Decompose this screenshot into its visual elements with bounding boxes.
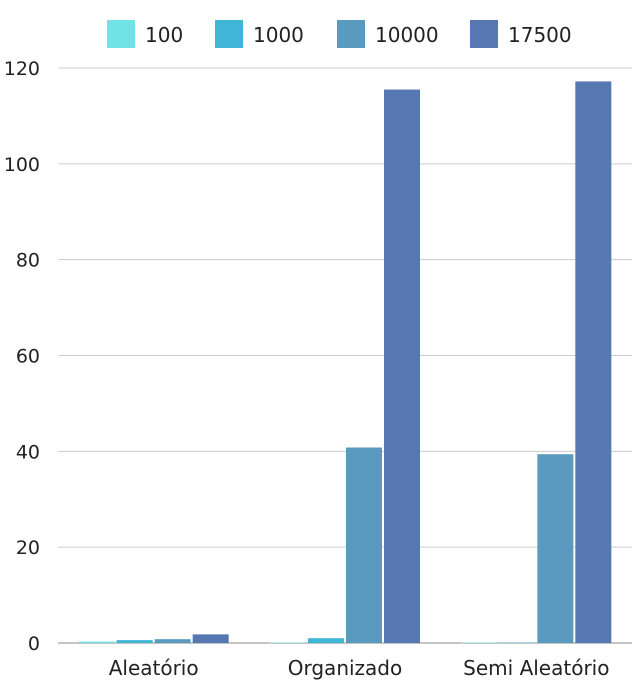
y-tick-label: 40 [16,441,40,463]
bar-10000-0 [154,639,191,643]
x-tick-label: Organizado [288,656,402,680]
bar-100-0 [78,641,115,643]
grid [58,67,632,644]
y-tick-label: 60 [16,346,40,368]
y-tick-label: 120 [4,58,40,80]
bar-17500-1 [384,89,420,643]
y-tick-label: 0 [28,633,40,655]
legend-label: 100 [145,23,183,47]
bar-1000-0 [116,640,153,643]
legend-label: 17500 [508,23,572,47]
x-axis: Aleatório Organizado Semi Aleatório [109,656,610,680]
legend-swatch [107,20,135,48]
legend: 100 1000 10000 17500 [107,20,572,48]
legend-label: 10000 [375,23,439,47]
legend-swatch [215,20,243,48]
bar-1000-1 [308,638,344,643]
y-tick-label: 100 [4,154,40,176]
legend-swatch [337,20,365,48]
y-tick-label: 20 [16,537,40,559]
legend-label: 1000 [253,23,304,47]
legend-swatch [470,20,498,48]
bar-10000-2 [537,454,574,643]
bar-10000-1 [346,447,382,643]
bar-17500-0 [192,634,229,643]
y-axis: 0 20 40 60 80 100 120 [4,58,40,655]
x-tick-label: Aleatório [109,656,199,680]
x-tick-label: Semi Aleatório [463,656,609,680]
bars [78,81,612,643]
y-tick-label: 80 [16,250,40,272]
bar-17500-2 [575,81,612,643]
